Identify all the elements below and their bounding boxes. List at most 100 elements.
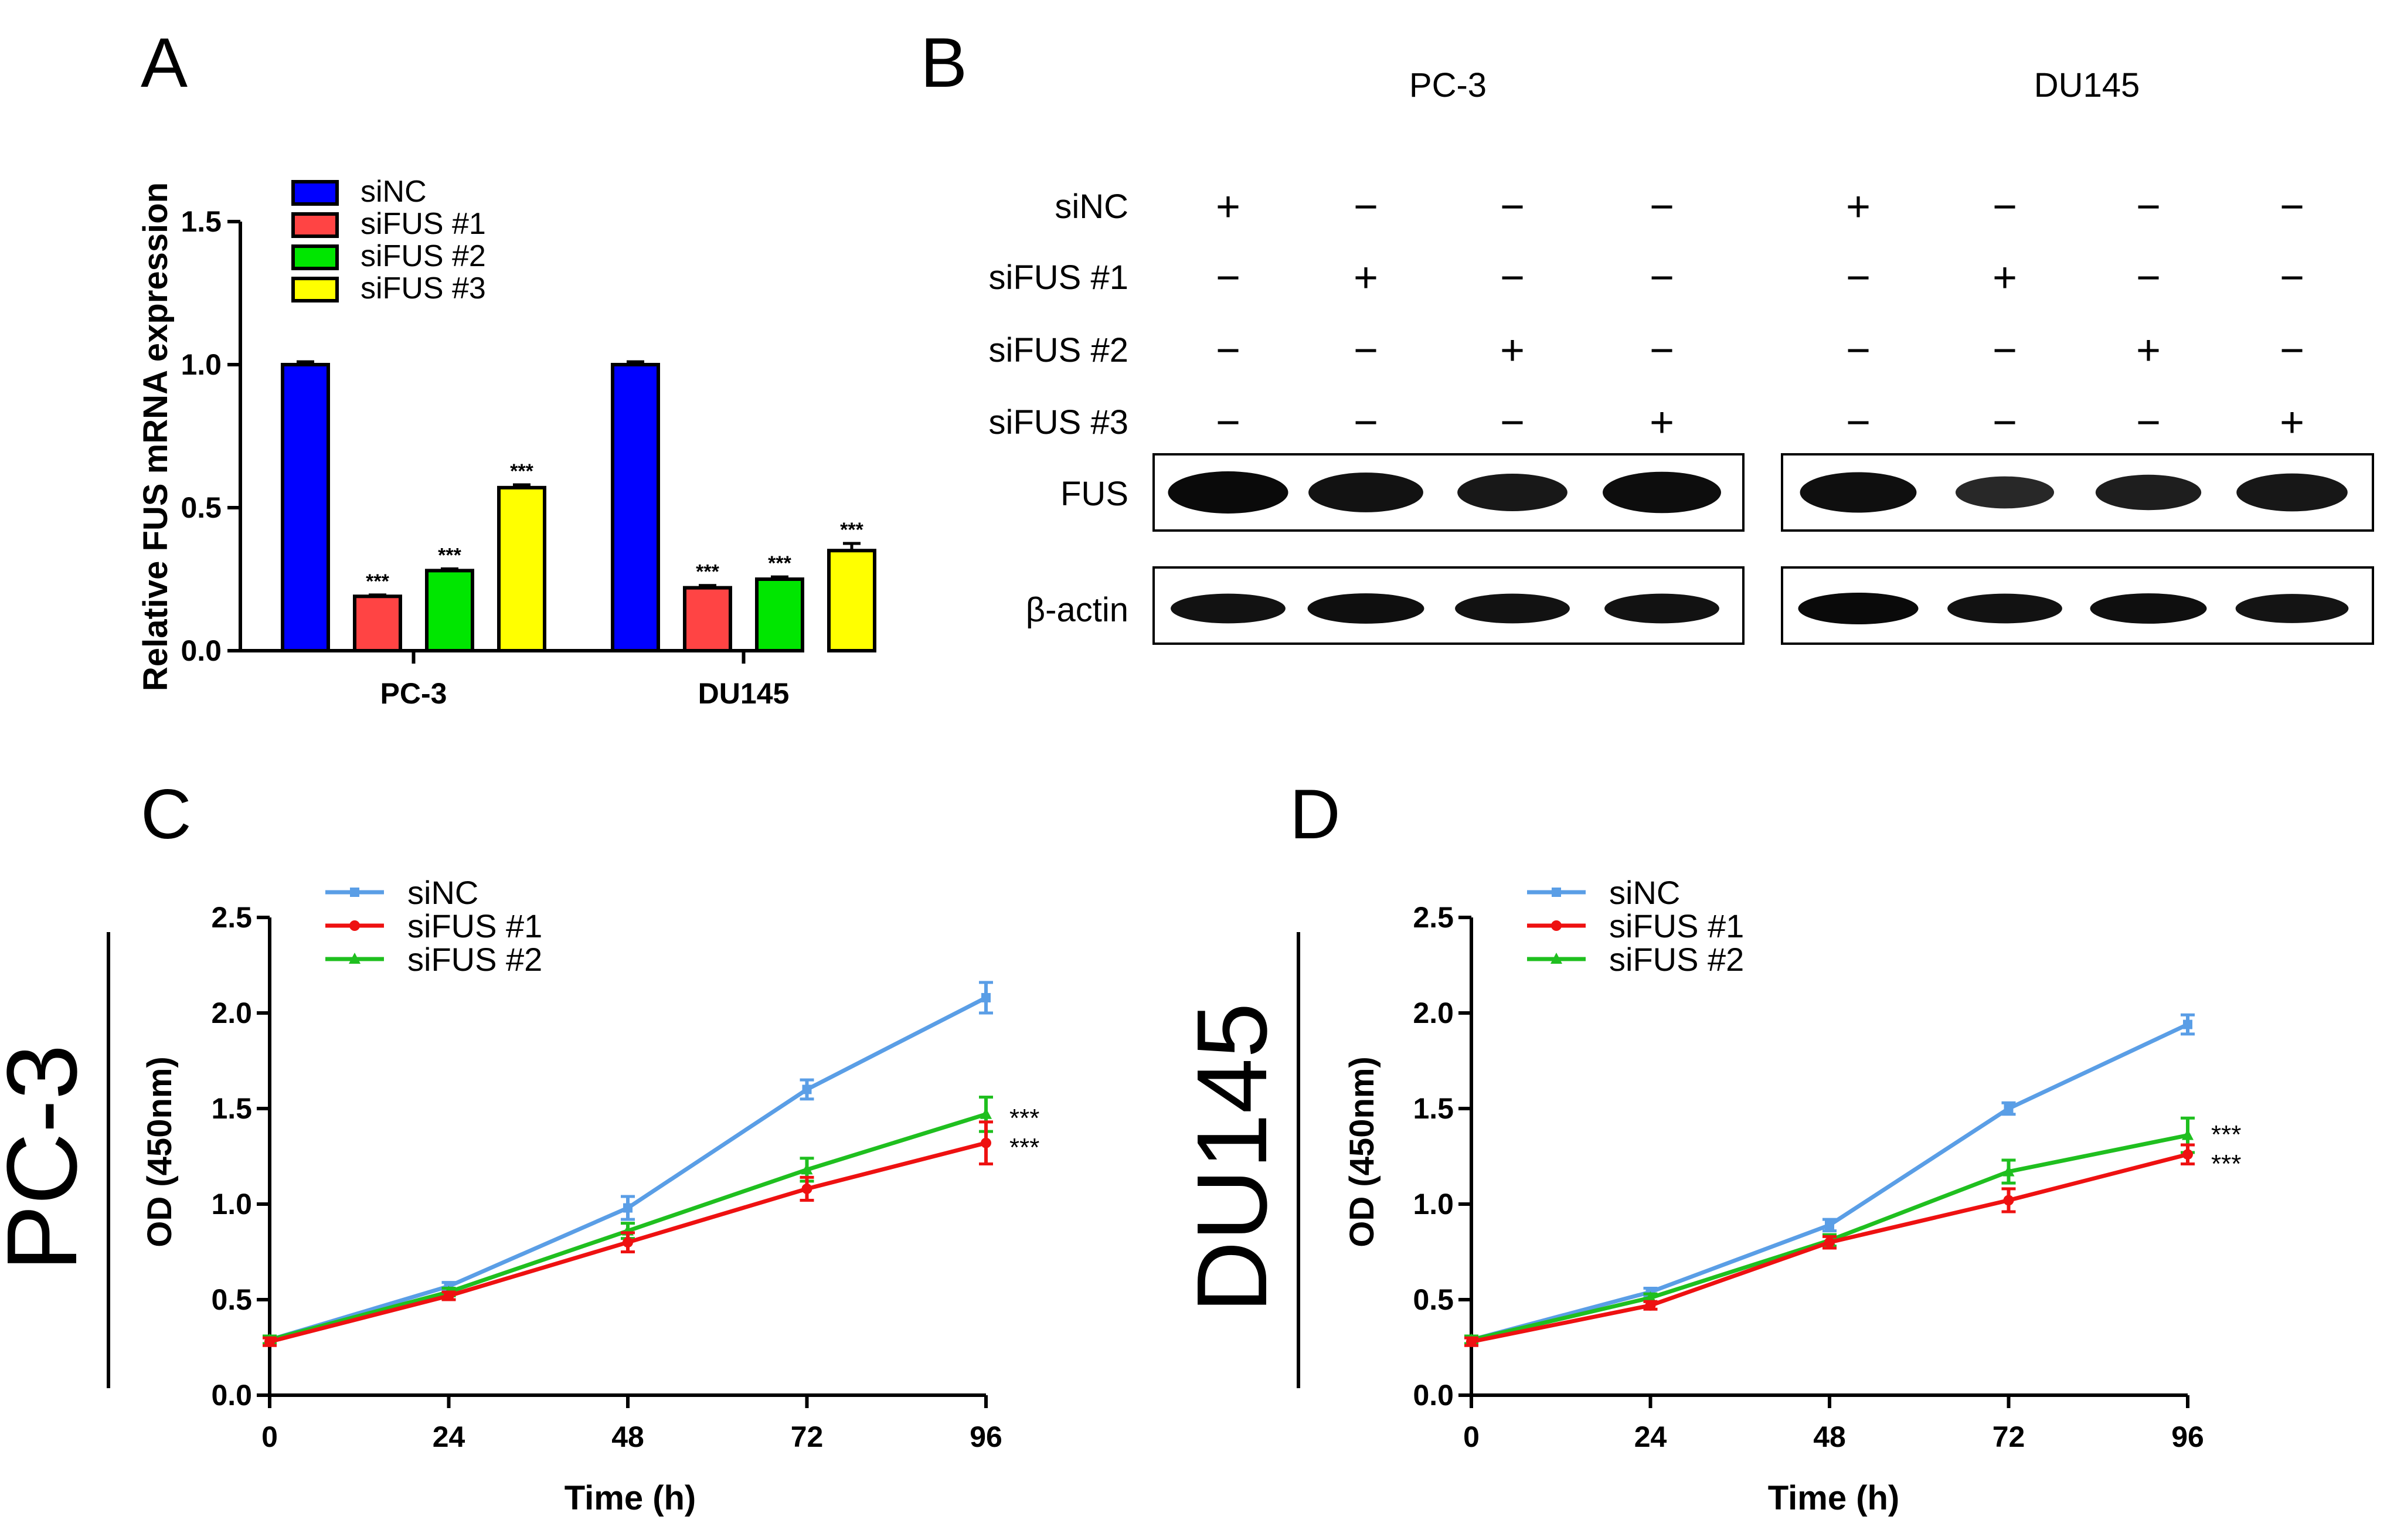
x-tick-label: 24 bbox=[433, 1420, 465, 1453]
panel-letter-d: D bbox=[1290, 775, 1341, 854]
data-point-square-sinc bbox=[2183, 1019, 2192, 1029]
data-point-square-sinc bbox=[981, 992, 991, 1002]
blot-minus-sign: − bbox=[1846, 254, 1871, 301]
y-tick-label: 2.0 bbox=[211, 997, 252, 1029]
legend-label-sinc: siNC bbox=[1609, 874, 1680, 911]
blot-minus-sign: − bbox=[1500, 254, 1525, 301]
legend-label-sifus-2: siFUS #2 bbox=[407, 941, 542, 978]
significance-stars: *** bbox=[768, 552, 791, 574]
row-label-pc3: PC-3 bbox=[0, 1044, 98, 1271]
data-point-square-sinc bbox=[802, 1085, 812, 1094]
panel-letter-a: A bbox=[141, 23, 188, 102]
y-tick-label: 0.0 bbox=[211, 1379, 252, 1412]
blot-condition-label: siFUS #2 bbox=[988, 331, 1128, 369]
y-tick-label: 0.5 bbox=[1413, 1283, 1454, 1316]
blot-minus-sign: − bbox=[1650, 254, 1674, 301]
bar-chart-y-tick-label: 1.5 bbox=[181, 205, 222, 238]
bar-sifus-2-pc-3 bbox=[425, 569, 474, 652]
bar-chart-y-tick-label: 1.0 bbox=[181, 348, 222, 381]
blot-band bbox=[1168, 471, 1288, 514]
legend-marker-triangle bbox=[349, 953, 361, 964]
blot-minus-sign: − bbox=[1992, 183, 2017, 230]
bar-chart-category-label: DU145 bbox=[698, 677, 790, 710]
data-point-square-sinc bbox=[2004, 1104, 2014, 1113]
bar-chart-y-ticks: 0.0 0.5 1.0 1.5 bbox=[181, 205, 240, 667]
blot-protein-label: β-actin bbox=[1026, 591, 1128, 629]
y-tick-label: 2.5 bbox=[1413, 901, 1454, 934]
growth-curve-pc3-y-axis-title: OD (450nm) bbox=[141, 1056, 179, 1247]
blot-plus-sign: + bbox=[1354, 254, 1378, 301]
data-point-circle-sifus-1 bbox=[623, 1237, 633, 1248]
x-tick-label: 24 bbox=[1634, 1420, 1667, 1453]
data-point-circle-sifus-1 bbox=[801, 1183, 812, 1194]
legend-label-sifus-1: siFUS #1 bbox=[361, 207, 486, 241]
bar-sinc-pc-3 bbox=[281, 363, 330, 652]
panel-letter-b: B bbox=[920, 23, 967, 102]
y-tick-label: 1.5 bbox=[1413, 1092, 1454, 1125]
legend-label-sinc: siNC bbox=[407, 874, 478, 911]
blot-minus-sign: − bbox=[2136, 399, 2161, 446]
x-tick-label: 96 bbox=[970, 1420, 1002, 1453]
blot-band bbox=[1800, 472, 1917, 513]
blot-minus-sign: − bbox=[1992, 327, 2017, 374]
legend-marker-square bbox=[350, 888, 359, 897]
blot-protein-label: FUS bbox=[1060, 475, 1128, 513]
bar-chart-fus-mrna: Relative FUS mRNA expression 0.0 0.5 1.0 1.… bbox=[137, 175, 876, 710]
growth-curve-du145-y-axis-title: OD (450nm) bbox=[1343, 1056, 1381, 1247]
legend-label-sifus-1: siFUS #1 bbox=[1609, 907, 1744, 944]
blot-plus-sign: + bbox=[2280, 399, 2304, 446]
data-point-triangle-sifus-2 bbox=[2182, 1128, 2194, 1140]
bar-sifus-3-pc-3 bbox=[497, 485, 546, 653]
western-blot-panel: PC-3 DU145 siNC + − − − + − − − siFUS #1 − + − − − + − − siF… bbox=[988, 66, 2374, 645]
y-tick-label: 0.0 bbox=[1413, 1379, 1454, 1412]
data-point-square-sinc bbox=[623, 1203, 633, 1213]
x-tick-label: 48 bbox=[611, 1420, 644, 1453]
data-point-triangle-sifus-2 bbox=[801, 1163, 813, 1175]
blot-minus-sign: − bbox=[1216, 254, 1240, 301]
blot-minus-sign: − bbox=[2280, 183, 2304, 230]
blot-cell-line-label: PC-3 bbox=[1409, 66, 1487, 104]
bar-chart-y-tick-label: 0.5 bbox=[181, 491, 222, 524]
growth-curve-pc3: PC-3 OD (450nm) Time (h) 0.0 0.5 1.0 1.5 2.0… bbox=[0, 874, 1039, 1517]
significance-stars: *** bbox=[2211, 1150, 2241, 1178]
bar-sifus-3-du145 bbox=[827, 549, 876, 653]
blot-band bbox=[1947, 593, 2062, 624]
bar-sinc-du145 bbox=[611, 363, 660, 652]
growth-curve-du145: DU145 OD (450nm) Time (h) 0.0 0.5 1.0 1.5 2.… bbox=[1177, 874, 2241, 1517]
data-point-circle-sifus-1 bbox=[2003, 1195, 2014, 1206]
blot-minus-sign: − bbox=[2280, 327, 2304, 374]
blot-band bbox=[2090, 593, 2207, 624]
blot-plus-sign: + bbox=[1500, 327, 1525, 374]
significance-stars: *** bbox=[438, 544, 461, 566]
bar-chart-y-axis-title: Relative FUS mRNA expression bbox=[137, 182, 175, 691]
blot-band bbox=[1307, 593, 1424, 624]
blot-cell-line-label: DU145 bbox=[2034, 66, 2140, 104]
bar-chart-categories: PC-3 DU145 bbox=[380, 651, 790, 710]
x-tick-label: 72 bbox=[791, 1420, 824, 1453]
legend-label-sifus-3: siFUS #3 bbox=[361, 271, 486, 305]
blot-band bbox=[2235, 594, 2349, 623]
data-point-triangle-sifus-2 bbox=[2002, 1165, 2015, 1177]
bar-chart-bars: *** *** *** *** *** *** bbox=[281, 360, 876, 653]
bar-chart-y-tick-label: 0.0 bbox=[181, 634, 222, 667]
legend-marker-circle bbox=[1551, 920, 1562, 931]
blot-minus-sign: − bbox=[1650, 183, 1674, 230]
y-tick-label: 1.0 bbox=[211, 1188, 252, 1221]
blot-minus-sign: − bbox=[2280, 254, 2304, 301]
blot-band bbox=[1457, 474, 1567, 511]
data-point-circle-sifus-1 bbox=[264, 1336, 275, 1347]
blot-minus-sign: − bbox=[1354, 399, 1378, 446]
data-point-circle-sifus-1 bbox=[981, 1137, 991, 1148]
blot-band bbox=[1604, 593, 1719, 624]
legend-label-sifus-2: siFUS #2 bbox=[361, 239, 486, 273]
blot-condition-label: siFUS #1 bbox=[988, 259, 1128, 297]
data-point-circle-sifus-1 bbox=[1645, 1300, 1656, 1311]
x-tick-label: 0 bbox=[261, 1420, 278, 1453]
blot-band bbox=[1308, 472, 1423, 512]
y-tick-label: 2.0 bbox=[1413, 997, 1454, 1029]
legend-label-sinc: siNC bbox=[361, 175, 427, 209]
blot-minus-sign: − bbox=[1354, 327, 1378, 374]
data-point-circle-sifus-1 bbox=[443, 1290, 454, 1301]
